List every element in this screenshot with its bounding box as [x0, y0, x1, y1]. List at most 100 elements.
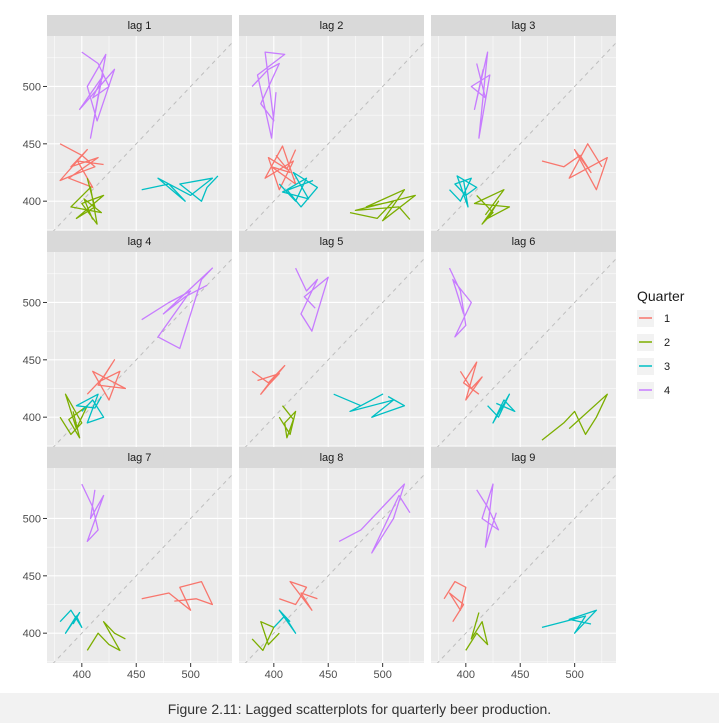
series-path-quarter-4 [470, 51, 491, 139]
series-path-quarter-1 [264, 145, 297, 191]
y-tick-label: 500 [23, 297, 41, 309]
panel-background [47, 468, 232, 663]
series-path-quarter-2 [278, 405, 297, 439]
series-path-quarter-3 [333, 393, 406, 418]
series-path-quarter-1 [86, 359, 127, 401]
legend-title: Quarter [637, 288, 685, 304]
y-tick-label: 500 [23, 513, 41, 525]
figure-caption: Figure 2.11: Lagged scatterplots for qua… [167, 701, 552, 717]
facet-panels: lag 1 lag 2 lag 3 lag 4 lag 5 lag 6 lag 7 lag 8… [47, 15, 616, 663]
series-path-quarter-1 [141, 580, 214, 611]
series-path-quarter-2 [473, 189, 511, 225]
legend-label: 2 [664, 337, 670, 349]
series-path-quarter-3 [449, 175, 478, 208]
series-path-quarter-3 [59, 609, 83, 634]
series-path-quarter-3 [273, 609, 297, 634]
legend: Quarter 1 2 3 4 [637, 288, 685, 399]
legend-item-3: 3 [637, 358, 670, 375]
series-path-quarter-2 [59, 393, 88, 439]
panel-background [431, 36, 616, 231]
legend-entries: 1 2 3 4 [637, 310, 670, 399]
panel-background [431, 252, 616, 447]
x-tick-label: 500 [181, 669, 199, 681]
facet-strip-label: lag 1 [128, 20, 152, 32]
x-tick-label: 500 [373, 669, 391, 681]
series-path-quarter-2 [349, 189, 416, 222]
facet-strip [239, 231, 424, 252]
series-path-quarter-4 [251, 51, 286, 139]
facet-panel: lag 4 [47, 231, 232, 447]
panel-background [47, 36, 232, 231]
facet-panel: lag 3 [431, 15, 616, 231]
caption-bar: Figure 2.11: Lagged scatterplots for qua… [0, 693, 719, 723]
series-path-quarter-3 [541, 609, 598, 634]
facet-panel: lag 2 [239, 15, 424, 231]
series-path-quarter-4 [81, 483, 105, 543]
facet-strip [239, 15, 424, 36]
panel-background [431, 468, 616, 663]
x-axis: 400 450 500 400 450 500 400 450 500 [73, 663, 584, 681]
facet-strip-label: lag 8 [320, 452, 344, 464]
x-tick-label: 450 [127, 669, 145, 681]
legend-label: 3 [664, 361, 670, 373]
legend-label: 4 [664, 385, 670, 397]
legend-item-2: 2 [637, 334, 670, 351]
legend-label: 1 [664, 313, 670, 325]
facet-strip [47, 231, 232, 252]
y-tick-label: 450 [23, 571, 41, 583]
facet-strip-label: lag 2 [320, 20, 344, 32]
y-axis: 400 450 500 400 450 500 400 450 500 [23, 81, 47, 640]
x-tick-label: 400 [73, 669, 91, 681]
legend-item-1: 1 [637, 310, 670, 327]
facet-strip [239, 447, 424, 468]
series-path-quarter-2 [541, 393, 608, 441]
y-tick-label: 400 [23, 628, 41, 640]
facet-strip [47, 447, 232, 468]
facet-panel: lag 9 [431, 447, 616, 663]
y-tick-label: 450 [23, 139, 41, 151]
legend-item-4: 4 [637, 382, 670, 399]
facet-strip [431, 231, 616, 252]
y-tick-label: 400 [23, 196, 41, 208]
facet-strip-label: lag 9 [512, 452, 536, 464]
facet-strip [431, 15, 616, 36]
x-tick-label: 450 [511, 669, 529, 681]
facet-panel: lag 7 [47, 447, 232, 663]
y-tick-label: 400 [23, 412, 41, 424]
series-path-quarter-2 [86, 621, 126, 652]
series-path-quarter-1 [279, 580, 318, 611]
series-path-quarter-3 [278, 171, 319, 208]
series-path-quarter-2 [465, 612, 489, 651]
y-tick-label: 500 [23, 81, 41, 93]
series-path-quarter-2 [251, 621, 280, 652]
facet-strip-label: lag 7 [128, 452, 152, 464]
series-path-quarter-4 [338, 483, 411, 554]
facet-strip [47, 15, 232, 36]
x-tick-label: 400 [457, 669, 475, 681]
facet-panel: lag 8 [239, 447, 424, 663]
facet-panel: lag 6 [431, 231, 616, 447]
series-path-quarter-1 [443, 580, 467, 623]
y-tick-label: 450 [23, 355, 41, 367]
series-path-quarter-4 [78, 51, 116, 139]
series-path-quarter-1 [251, 364, 286, 395]
series-path-quarter-3 [487, 393, 516, 424]
facet-strip-label: lag 6 [512, 236, 536, 248]
facet-strip-label: lag 4 [128, 236, 152, 248]
facet-panel: lag 5 [239, 231, 424, 447]
series-path-quarter-3 [75, 393, 105, 424]
facet-panel: lag 1 [47, 15, 232, 231]
series-path-quarter-3 [141, 175, 219, 202]
series-path-quarter-4 [295, 267, 329, 332]
panel-background [47, 252, 232, 447]
series-path-quarter-1 [59, 143, 104, 189]
x-tick-label: 500 [565, 669, 583, 681]
facet-strip-label: lag 5 [320, 236, 344, 248]
series-path-quarter-4 [476, 483, 500, 548]
panel-background [239, 252, 424, 447]
panel-background [239, 468, 424, 663]
series-path-quarter-4 [141, 267, 214, 350]
facet-strip [431, 447, 616, 468]
series-path-quarter-2 [70, 178, 105, 225]
series-path-quarter-1 [459, 361, 483, 401]
